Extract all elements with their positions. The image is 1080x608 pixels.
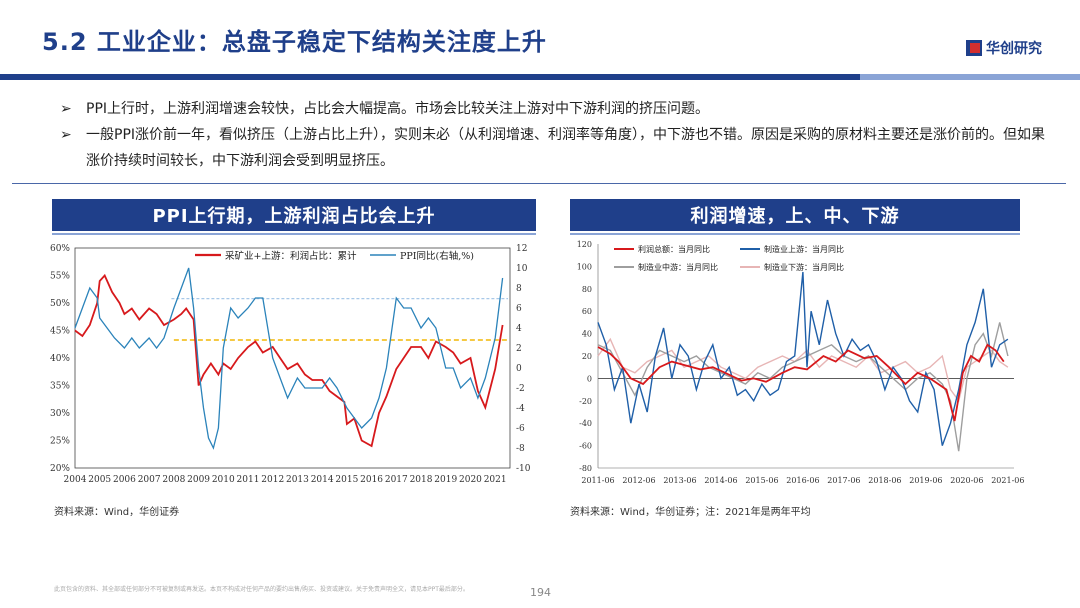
page-number: 194 <box>530 586 551 599</box>
bullet-text: PPI上行时，上游利润增速会较快，占比会大幅提高。市场会比较关注上游对中下游利润… <box>86 101 710 117</box>
x-tick-label: 2006 <box>113 475 136 485</box>
y-right-tick-label: 4 <box>516 324 522 334</box>
x-tick-label: 2009 <box>187 475 210 485</box>
y-right-tick-label: -6 <box>516 424 525 434</box>
x-tick-label: 2012 <box>261 475 284 485</box>
y-right-tick-label: 8 <box>516 284 522 294</box>
y-tick-label: 120 <box>577 240 592 249</box>
x-tick-label: 2004 <box>64 475 87 485</box>
arrow-bullet-icon: ➢ <box>60 127 72 143</box>
x-tick-label: 2019-06 <box>909 476 942 485</box>
series-line <box>74 273 504 448</box>
y-right-tick-label: 2 <box>516 344 522 354</box>
x-tick-label: 2021-06 <box>991 476 1024 485</box>
y-tick-label: 60 <box>582 307 592 316</box>
x-tick-label: 2016-06 <box>786 476 819 485</box>
y-tick-label: -60 <box>579 442 592 451</box>
x-tick-label: 2018 <box>410 475 433 485</box>
x-tick-label: 2017 <box>385 475 408 485</box>
x-tick-label: 2018-06 <box>868 476 901 485</box>
left-chart: 60% 55% 50% 45% 40% 35% 30% 25% 20% 12 10 8 6 4 2 0 -2 -4… <box>50 244 531 485</box>
y-tick-label: -40 <box>579 419 592 428</box>
y-tick-label: -20 <box>579 397 592 406</box>
legend-label: 采矿业+上游：利润占比：累计 <box>225 250 357 262</box>
x-tick-label: 2019 <box>434 475 457 485</box>
right-panel-title: 利润增速，上、中、下游 <box>570 199 1020 235</box>
x-tick-label: 2010 <box>212 475 235 485</box>
series-line <box>597 271 1009 446</box>
x-tick-label: 2011 <box>237 475 260 485</box>
y-left-tick-label: 45% <box>50 327 70 337</box>
x-tick-label: 2013 <box>286 475 309 485</box>
y-right-tick-label: 10 <box>516 264 528 274</box>
bullet-list: ➢ PPI上行时，上游利润增速会较快，占比会大幅提高。市场会比较关注上游对中下游… <box>60 96 1050 174</box>
logo-text: 华创研究 <box>986 41 1042 57</box>
series-line <box>74 267 504 450</box>
logo-icon <box>966 40 982 56</box>
y-tick-label: 100 <box>577 262 592 271</box>
bullet-item: ➢ PPI上行时，上游利润增速会较快，占比会大幅提高。市场会比较关注上游对中下游… <box>60 96 1050 122</box>
y-left-tick-label: 35% <box>50 382 70 392</box>
legend-label: 制造业下游：当月同比 <box>764 262 844 272</box>
disclaimer: 此页包含的资料、其全部或任何部分不可被复制或再发送。本页不构成对任何产品的要约出… <box>54 586 469 593</box>
left-panel-title: PPI上行期，上游利润占比会上升 <box>52 199 536 235</box>
legend-label: 制造业中游：当月同比 <box>638 262 718 272</box>
x-tick-label: 2015 <box>335 475 358 485</box>
y-left-tick-label: 30% <box>50 409 70 419</box>
header-rule <box>0 74 1080 80</box>
y-tick-label: 40 <box>582 330 592 339</box>
y-left-tick-label: 60% <box>50 244 70 254</box>
legend-label: PPI同比(右轴,%) <box>400 250 474 262</box>
bullet-text: 一般PPI涨价前一年，看似挤压（上游占比上升），实则未必（从利润增速、利润率等角… <box>86 127 1046 169</box>
legend-label: 利润总额：当月同比 <box>638 244 710 254</box>
series-line <box>597 322 1009 452</box>
y-right-tick-label: -8 <box>516 444 525 454</box>
y-right-tick-label: 6 <box>516 304 522 314</box>
x-tick-label: 2020 <box>459 475 482 485</box>
y-tick-label: 20 <box>582 352 592 361</box>
y-right-tick-label: 0 <box>516 364 522 374</box>
y-left-tick-label: 20% <box>50 464 70 474</box>
x-tick-label: 2015-06 <box>745 476 778 485</box>
y-right-tick-label: -10 <box>516 464 531 474</box>
x-tick-label: 2005 <box>88 475 111 485</box>
brand-logo: 华创研究 <box>966 38 1042 58</box>
right-source-note: 资料来源：Wind，华创证券；注：2021年是两年平均 <box>570 507 811 518</box>
x-tick-label: 2020-06 <box>950 476 983 485</box>
x-tick-label: 2016 <box>360 475 383 485</box>
y-left-tick-label: 50% <box>50 299 70 309</box>
x-tick-label: 2017-06 <box>827 476 860 485</box>
x-tick-label: 2021 <box>484 475 507 485</box>
bullet-item: ➢ 一般PPI涨价前一年，看似挤压（上游占比上升），实则未必（从利润增速、利润率… <box>60 122 1050 174</box>
arrow-bullet-icon: ➢ <box>60 101 72 117</box>
left-source-note: 资料来源：Wind，华创证券 <box>54 507 180 518</box>
right-chart: 120 100 80 60 40 20 0 -20 -40 -60 -80 2011-06 2012-0… <box>577 240 1025 485</box>
y-left-tick-label: 25% <box>50 437 70 447</box>
y-tick-label: 0 <box>587 374 592 383</box>
y-left-tick-label: 55% <box>50 272 70 282</box>
x-tick-label: 2011-06 <box>581 476 614 485</box>
legend-label: 制造业上游：当月同比 <box>764 244 844 254</box>
page-title: 5.2 工业企业：总盘子稳定下结构关注度上升 <box>42 28 547 56</box>
series-line <box>597 343 1005 422</box>
y-left-tick-label: 40% <box>50 354 70 364</box>
x-tick-label: 2014-06 <box>704 476 737 485</box>
y-tick-label: -80 <box>579 464 592 473</box>
y-right-tick-label: -2 <box>516 384 525 394</box>
y-right-tick-label: -4 <box>516 404 525 414</box>
y-tick-label: 80 <box>582 285 592 294</box>
section-divider <box>12 183 1066 184</box>
x-tick-label: 2007 <box>138 475 161 485</box>
y-right-tick-label: 12 <box>516 244 527 254</box>
x-tick-label: 2008 <box>162 475 185 485</box>
plot-frame <box>74 247 511 469</box>
x-tick-label: 2012-06 <box>622 476 655 485</box>
x-tick-label: 2014 <box>311 475 334 485</box>
x-tick-label: 2013-06 <box>663 476 696 485</box>
